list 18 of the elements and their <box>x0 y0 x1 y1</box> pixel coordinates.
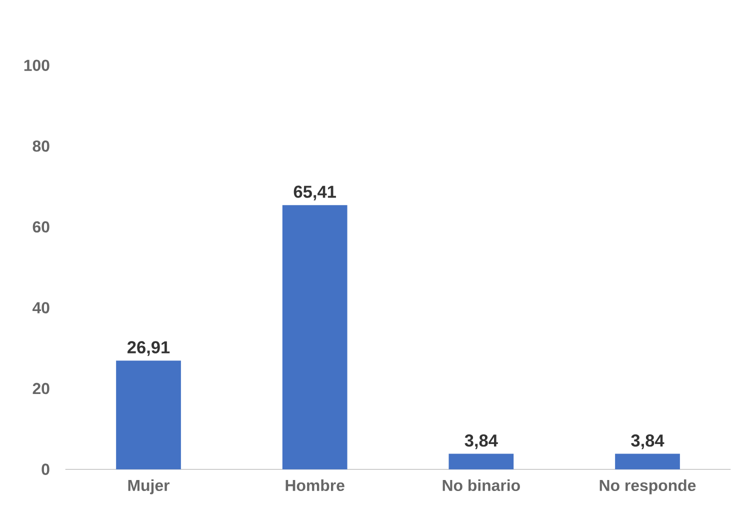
bar <box>615 454 680 470</box>
y-tick-label: 20 <box>32 383 50 394</box>
data-label: 3,84 <box>631 434 664 450</box>
y-tick-label: 100 <box>24 60 50 72</box>
data-label: 26,91 <box>128 341 170 356</box>
x-tick-label: Hombre <box>286 480 344 492</box>
data-label: 3,84 <box>464 434 498 450</box>
data-label: 65,41 <box>294 186 336 201</box>
y-tick-label: 0 <box>42 464 50 476</box>
y-tick-label: 40 <box>32 302 50 314</box>
y-tick-label: 80 <box>32 140 50 152</box>
bar <box>448 454 514 470</box>
y-tick-label: 60 <box>32 221 50 233</box>
x-tick-label: No responde <box>600 480 696 494</box>
x-tick-label: Mujer <box>128 480 170 494</box>
bar <box>282 205 348 470</box>
bar <box>116 360 181 470</box>
x-tick-label: No binario <box>442 480 520 492</box>
